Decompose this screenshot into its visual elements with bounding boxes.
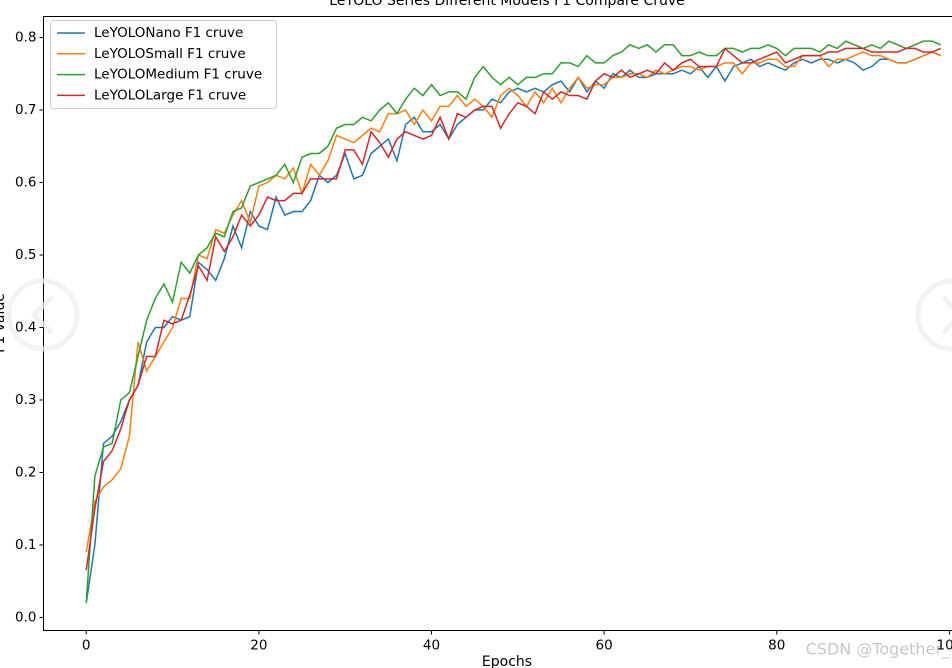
y-tick-label: 0.0	[15, 609, 36, 625]
legend-label: LeYOLOMedium F1 cruve	[94, 67, 262, 83]
y-tick-label: 0.1	[15, 537, 36, 553]
legend-label: LeYOLOSmall F1 cruve	[94, 46, 246, 62]
y-tick-label: 0.5	[15, 247, 36, 263]
y-tick-label: 0.7	[15, 102, 36, 118]
x-tick-label: 100	[937, 638, 952, 654]
plot-area	[85, 40, 942, 604]
watermark: CSDN @Together_	[806, 640, 951, 660]
chart-title: LeYOLO Series Different Models F1 Compar…	[329, 0, 685, 9]
x-tick-label: 20	[250, 638, 267, 654]
x-tick-label: 40	[423, 638, 440, 654]
series-line	[85, 51, 942, 553]
prev-button[interactable]	[6, 278, 80, 352]
series-line	[85, 47, 942, 571]
series-line	[85, 51, 942, 604]
legend-box	[50, 20, 277, 109]
next-button[interactable]	[915, 278, 952, 352]
y-tick-label: 0.4	[15, 319, 36, 335]
y-tick-label: 0.6	[15, 175, 36, 191]
legend-label: LeYOLOLarge F1 cruve	[94, 87, 246, 103]
x-tick-label: 60	[596, 638, 613, 654]
y-axis-label: F1 value	[0, 293, 8, 353]
y-tick-label: 0.3	[15, 392, 36, 408]
legend: LeYOLONano F1 cruve LeYOLOSmall F1 cruve L…	[50, 20, 277, 109]
x-tick-label: 80	[768, 638, 785, 654]
x-axis-label: Epochs	[482, 654, 532, 668]
y-tick-label: 0.8	[15, 30, 36, 46]
legend-label: LeYOLONano F1 cruve	[94, 25, 243, 41]
x-tick-label: 0	[82, 638, 91, 654]
series-line	[85, 40, 942, 604]
y-tick-label: 0.2	[15, 464, 36, 480]
